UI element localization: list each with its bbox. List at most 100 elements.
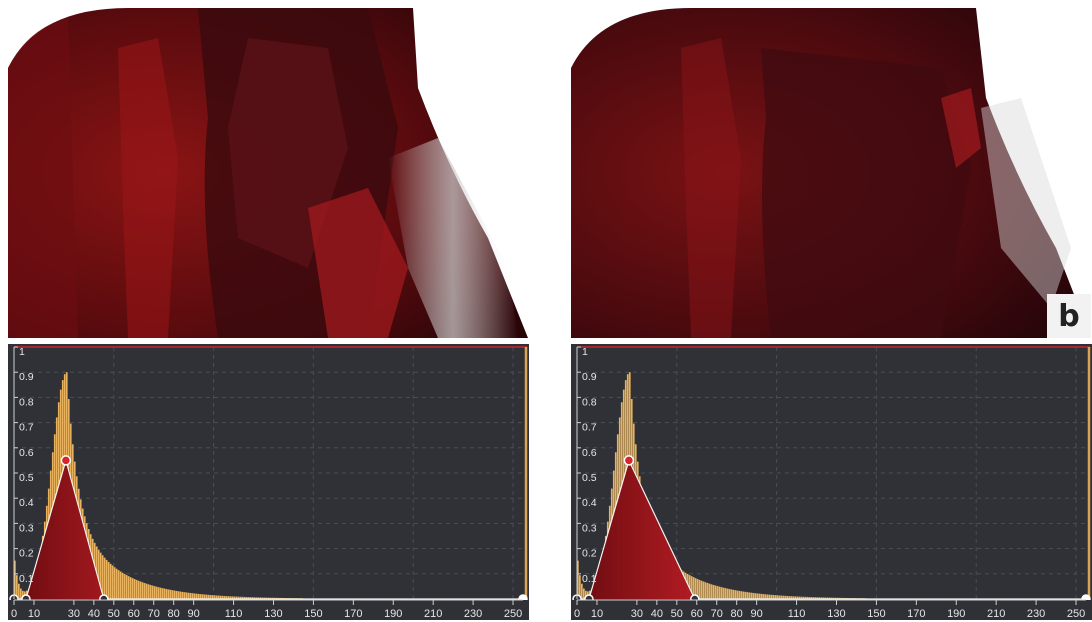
histogram-bar (185, 592, 188, 599)
histogram-bar (822, 597, 825, 599)
grid (577, 346, 1086, 599)
histogram-bar (700, 580, 703, 599)
histogram-bar (798, 596, 801, 599)
histogram-bar (15, 575, 18, 599)
histogram-bar (253, 597, 256, 599)
histogram-bar (119, 571, 122, 599)
histogram-bar (165, 589, 168, 599)
tf-editor-svg[interactable]: 1 0.9 0.8 0.7 0.6 0.5 0.4 0.3 0.2 0.1 0 10 30 40 50 60 7… (8, 344, 529, 620)
histogram-bar (814, 597, 817, 599)
x-tick-label: 130 (827, 608, 845, 620)
transfer-function-editor-b[interactable]: 1 0.9 0.8 0.7 0.6 0.5 0.4 0.3 0.2 0.1 0 10 30 40 50 60 7… (571, 344, 1092, 620)
histogram-bar (163, 588, 166, 599)
volume-render-panel-a (8, 8, 528, 338)
histogram-bar (183, 592, 186, 599)
histogram-bar (169, 589, 172, 599)
histogram-bar (824, 597, 827, 599)
histogram-bar (223, 595, 226, 599)
y-tick-label: 0.9 (582, 371, 597, 383)
y-tick-label: 0.2 (19, 548, 34, 560)
histogram-bar (582, 588, 585, 599)
x-tick-label: 40 (88, 608, 100, 620)
histogram-bar (704, 582, 707, 599)
x-tick-label: 30 (68, 608, 80, 620)
histogram-bar (195, 593, 198, 599)
y-tick-label: 0.5 (582, 472, 597, 484)
x-tick-label: 110 (788, 608, 806, 620)
histogram-bar (261, 597, 264, 599)
histogram-bar (133, 579, 136, 599)
histogram-bar (237, 596, 240, 599)
histogram-bar (770, 594, 773, 599)
histogram-bar (790, 596, 793, 599)
x-tick-label: 190 (947, 608, 965, 620)
x-tick-label: 150 (304, 608, 322, 620)
y-tick-label: 0.3 (19, 522, 34, 534)
histogram-bar (131, 578, 134, 599)
histogram-bar (746, 592, 749, 599)
histogram-bar (812, 597, 815, 599)
histogram-bar (137, 580, 140, 599)
histogram-bar (816, 597, 819, 599)
histogram-bar (766, 594, 769, 599)
histogram-bar (243, 596, 246, 599)
histogram-bar (201, 594, 204, 599)
histogram-bar (810, 597, 813, 599)
histogram-bar (808, 596, 811, 599)
histogram-bar (752, 592, 755, 599)
histogram-bar (802, 596, 805, 599)
histogram-bar (101, 555, 104, 599)
histogram-bar (744, 591, 747, 599)
histogram-bar (217, 595, 220, 599)
histogram-bar (714, 585, 717, 599)
histogram-bar (692, 577, 695, 599)
histogram-bar (105, 559, 108, 599)
histogram-bar (698, 579, 701, 599)
histogram-bar (758, 593, 761, 599)
y-tick-label: 1 (19, 346, 25, 358)
histogram-bar (724, 588, 727, 599)
histogram-bar (800, 596, 803, 599)
histogram-bar (157, 587, 160, 599)
histogram-bar (584, 590, 587, 599)
histogram-bar (221, 595, 224, 599)
histogram-bar (115, 568, 118, 599)
x-tick-label: 70 (148, 608, 160, 620)
y-tick-label: 0.9 (19, 371, 34, 383)
histogram-bar (806, 596, 809, 599)
volume-render-image (8, 8, 528, 338)
tf-editor-svg[interactable]: 1 0.9 0.8 0.7 0.6 0.5 0.4 0.3 0.2 0.1 0 10 30 40 50 60 7… (571, 344, 1092, 620)
x-tick-label: 190 (384, 608, 402, 620)
y-tick-label: 0.8 (582, 396, 597, 408)
tf-control-point[interactable] (60, 455, 72, 466)
histogram-bar (774, 595, 777, 599)
histogram-bar (836, 597, 839, 599)
histogram-bar (129, 577, 132, 599)
histogram-bar (720, 587, 723, 599)
x-tick-label: 210 (987, 608, 1005, 620)
tf-control-point[interactable] (623, 455, 635, 466)
histogram-bar (191, 593, 194, 599)
histogram-bar (245, 596, 248, 599)
histogram-bar (139, 581, 142, 599)
histogram-bar (267, 597, 270, 599)
histogram-bar (233, 596, 236, 599)
histogram-bar (786, 595, 789, 599)
histogram-bar (768, 594, 771, 599)
x-tick-label: 0 (574, 608, 580, 620)
histogram-bar (247, 597, 250, 599)
histogram-bar (97, 549, 100, 599)
histogram-bar (161, 588, 164, 599)
histogram-bar (728, 589, 731, 599)
histogram-bar (690, 576, 693, 599)
histogram-bar (760, 593, 763, 599)
histogram-bar (151, 585, 154, 599)
histogram-bar (231, 596, 234, 599)
histogram-bar (235, 596, 238, 599)
histogram-bar (834, 597, 837, 599)
x-tick-label: 10 (591, 608, 603, 620)
histogram-bar (99, 552, 102, 599)
histogram-bar (207, 594, 210, 599)
x-tick-label: 60 (128, 608, 140, 620)
transfer-function-editor-a[interactable]: 1 0.9 0.8 0.7 0.6 0.5 0.4 0.3 0.2 0.1 0 10 30 40 50 60 7… (8, 344, 529, 620)
